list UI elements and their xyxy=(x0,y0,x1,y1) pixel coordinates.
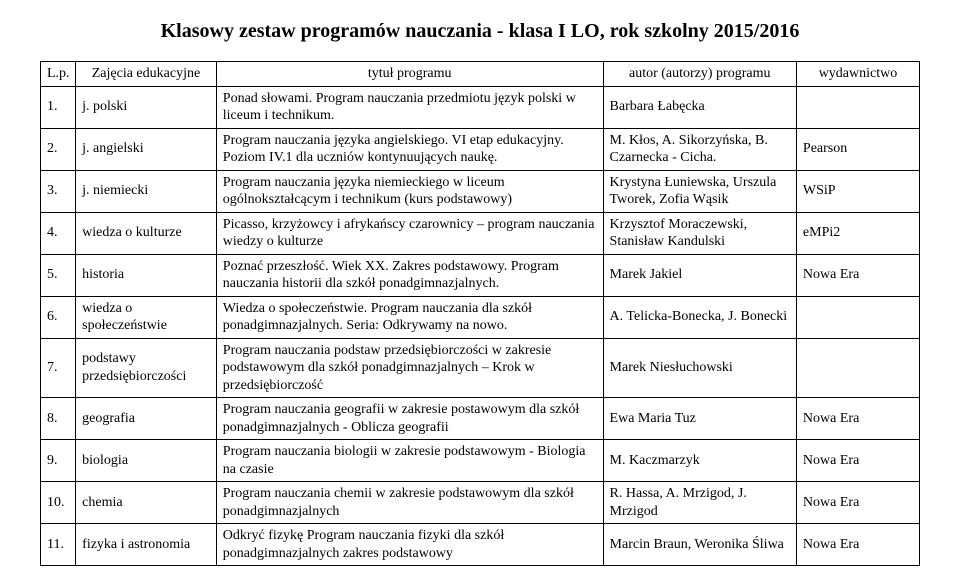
cell-subject: j. niemiecki xyxy=(76,170,217,212)
cell-publisher: Nowa Era xyxy=(796,440,919,482)
cell-publisher: Nowa Era xyxy=(796,482,919,524)
cell-author: Barbara Łabęcka xyxy=(603,86,796,128)
table-row: 2.j. angielski Program nauczania języka … xyxy=(41,128,920,170)
table-row: 4.wiedza o kulturzePicasso, krzyżowcy i … xyxy=(41,212,920,254)
cell-lp: 1. xyxy=(41,86,76,128)
table-row: 10.chemiaProgram nauczania chemii w zakr… xyxy=(41,482,920,524)
table-header-row: L.p. Zajęcia edukacyjne tytuł programu a… xyxy=(41,62,920,87)
curriculum-table: L.p. Zajęcia edukacyjne tytuł programu a… xyxy=(40,61,920,566)
cell-author: M. Kłos, A. Sikorzyńska, B. Czarnecka - … xyxy=(603,128,796,170)
table-row: 1.j. polskiPonad słowami. Program naucza… xyxy=(41,86,920,128)
cell-subject: fizyka i astronomia xyxy=(76,524,217,566)
cell-publisher: Nowa Era xyxy=(796,524,919,566)
cell-subject: chemia xyxy=(76,482,217,524)
cell-author: Marek Jakiel xyxy=(603,254,796,296)
cell-subject: j. polski xyxy=(76,86,217,128)
cell-program: Program nauczania geografii w zakresie p… xyxy=(216,398,603,440)
cell-subject: biologia xyxy=(76,440,217,482)
cell-publisher xyxy=(796,296,919,338)
cell-program: Program nauczania chemii w zakresie pods… xyxy=(216,482,603,524)
cell-program: Poznać przeszłość. Wiek XX. Zakres podst… xyxy=(216,254,603,296)
header-lp: L.p. xyxy=(41,62,76,87)
cell-subject: wiedza o kulturze xyxy=(76,212,217,254)
table-row: 8.geografiaProgram nauczania geografii w… xyxy=(41,398,920,440)
cell-author: Krystyna Łuniewska, Urszula Tworek, Zofi… xyxy=(603,170,796,212)
cell-publisher: Nowa Era xyxy=(796,398,919,440)
cell-program: Program nauczania biologii w zakresie po… xyxy=(216,440,603,482)
cell-subject: wiedza o społeczeństwie xyxy=(76,296,217,338)
table-row: 3.j. niemieckiProgram nauczania języka n… xyxy=(41,170,920,212)
cell-subject: podstawy przedsiębiorczości xyxy=(76,338,217,398)
table-row: 9.biologiaProgram nauczania biologii w z… xyxy=(41,440,920,482)
cell-program: Program nauczania języka niemieckiego w … xyxy=(216,170,603,212)
cell-lp: 11. xyxy=(41,524,76,566)
cell-publisher xyxy=(796,338,919,398)
cell-program: Picasso, krzyżowcy i afrykańscy czarowni… xyxy=(216,212,603,254)
cell-lp: 4. xyxy=(41,212,76,254)
cell-publisher xyxy=(796,86,919,128)
cell-lp: 10. xyxy=(41,482,76,524)
cell-program: Program nauczania podstaw przedsiębiorcz… xyxy=(216,338,603,398)
table-row: 11.fizyka i astronomiaOdkryć fizykę Prog… xyxy=(41,524,920,566)
cell-subject: j. angielski xyxy=(76,128,217,170)
cell-publisher: Nowa Era xyxy=(796,254,919,296)
cell-author: A. Telicka-Bonecka, J. Bonecki xyxy=(603,296,796,338)
cell-author: M. Kaczmarzyk xyxy=(603,440,796,482)
cell-lp: 8. xyxy=(41,398,76,440)
table-row: 5.historiaPoznać przeszłość. Wiek XX. Za… xyxy=(41,254,920,296)
table-row: 7.podstawy przedsiębiorczościProgram nau… xyxy=(41,338,920,398)
table-row: 6.wiedza o społeczeństwieWiedza o społec… xyxy=(41,296,920,338)
page-title: Klasowy zestaw programów nauczania - kla… xyxy=(40,20,920,43)
cell-lp: 5. xyxy=(41,254,76,296)
cell-program: Program nauczania języka angielskiego. V… xyxy=(216,128,603,170)
cell-lp: 3. xyxy=(41,170,76,212)
header-subject: Zajęcia edukacyjne xyxy=(76,62,217,87)
cell-publisher: Pearson xyxy=(796,128,919,170)
cell-publisher: eMPi2 xyxy=(796,212,919,254)
cell-publisher: WSiP xyxy=(796,170,919,212)
header-program: tytuł programu xyxy=(216,62,603,87)
cell-author: Marcin Braun, Weronika Śliwa xyxy=(603,524,796,566)
cell-lp: 2. xyxy=(41,128,76,170)
cell-program: Wiedza o społeczeństwie. Program nauczan… xyxy=(216,296,603,338)
cell-author: Krzysztof Moraczewski, Stanisław Kanduls… xyxy=(603,212,796,254)
header-author: autor (autorzy) programu xyxy=(603,62,796,87)
cell-lp: 6. xyxy=(41,296,76,338)
cell-author: R. Hassa, A. Mrzigod, J. Mrzigod xyxy=(603,482,796,524)
header-publisher: wydawnictwo xyxy=(796,62,919,87)
cell-subject: geografia xyxy=(76,398,217,440)
cell-author: Marek Niesłuchowski xyxy=(603,338,796,398)
cell-program: Ponad słowami. Program nauczania przedmi… xyxy=(216,86,603,128)
cell-lp: 9. xyxy=(41,440,76,482)
cell-lp: 7. xyxy=(41,338,76,398)
cell-author: Ewa Maria Tuz xyxy=(603,398,796,440)
cell-subject: historia xyxy=(76,254,217,296)
cell-program: Odkryć fizykę Program nauczania fizyki d… xyxy=(216,524,603,566)
